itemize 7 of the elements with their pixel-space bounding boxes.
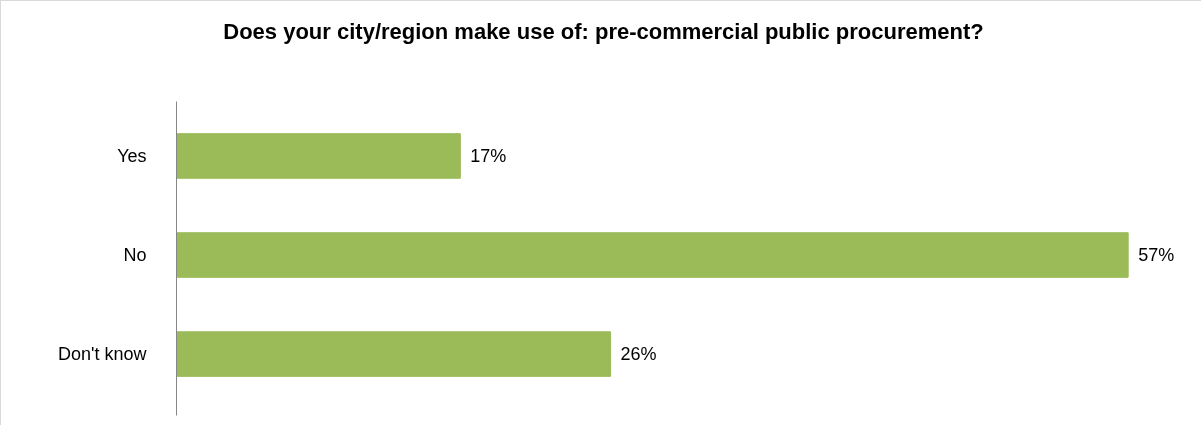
- data-label: 57%: [1138, 245, 1175, 266]
- y-tick-label: No: [123, 245, 147, 266]
- y-tick-label: Yes: [117, 145, 147, 166]
- data-label: 26%: [620, 344, 657, 365]
- data-label: 17%: [470, 145, 507, 166]
- chart-title: Does your city/region make use of: pre-commercial public procurement?: [223, 18, 984, 46]
- y-tick-label: Don't know: [58, 344, 148, 365]
